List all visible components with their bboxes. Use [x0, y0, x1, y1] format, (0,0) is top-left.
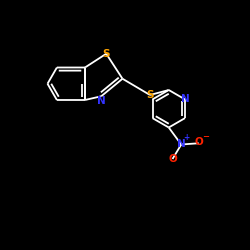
Text: N: N [180, 94, 189, 104]
Text: N: N [177, 140, 186, 149]
Text: S: S [146, 90, 154, 100]
Text: −: − [202, 132, 209, 141]
Text: O: O [168, 154, 177, 164]
Text: O: O [194, 137, 203, 147]
Text: S: S [102, 49, 110, 59]
Text: +: + [183, 134, 190, 142]
Text: N: N [97, 96, 106, 106]
